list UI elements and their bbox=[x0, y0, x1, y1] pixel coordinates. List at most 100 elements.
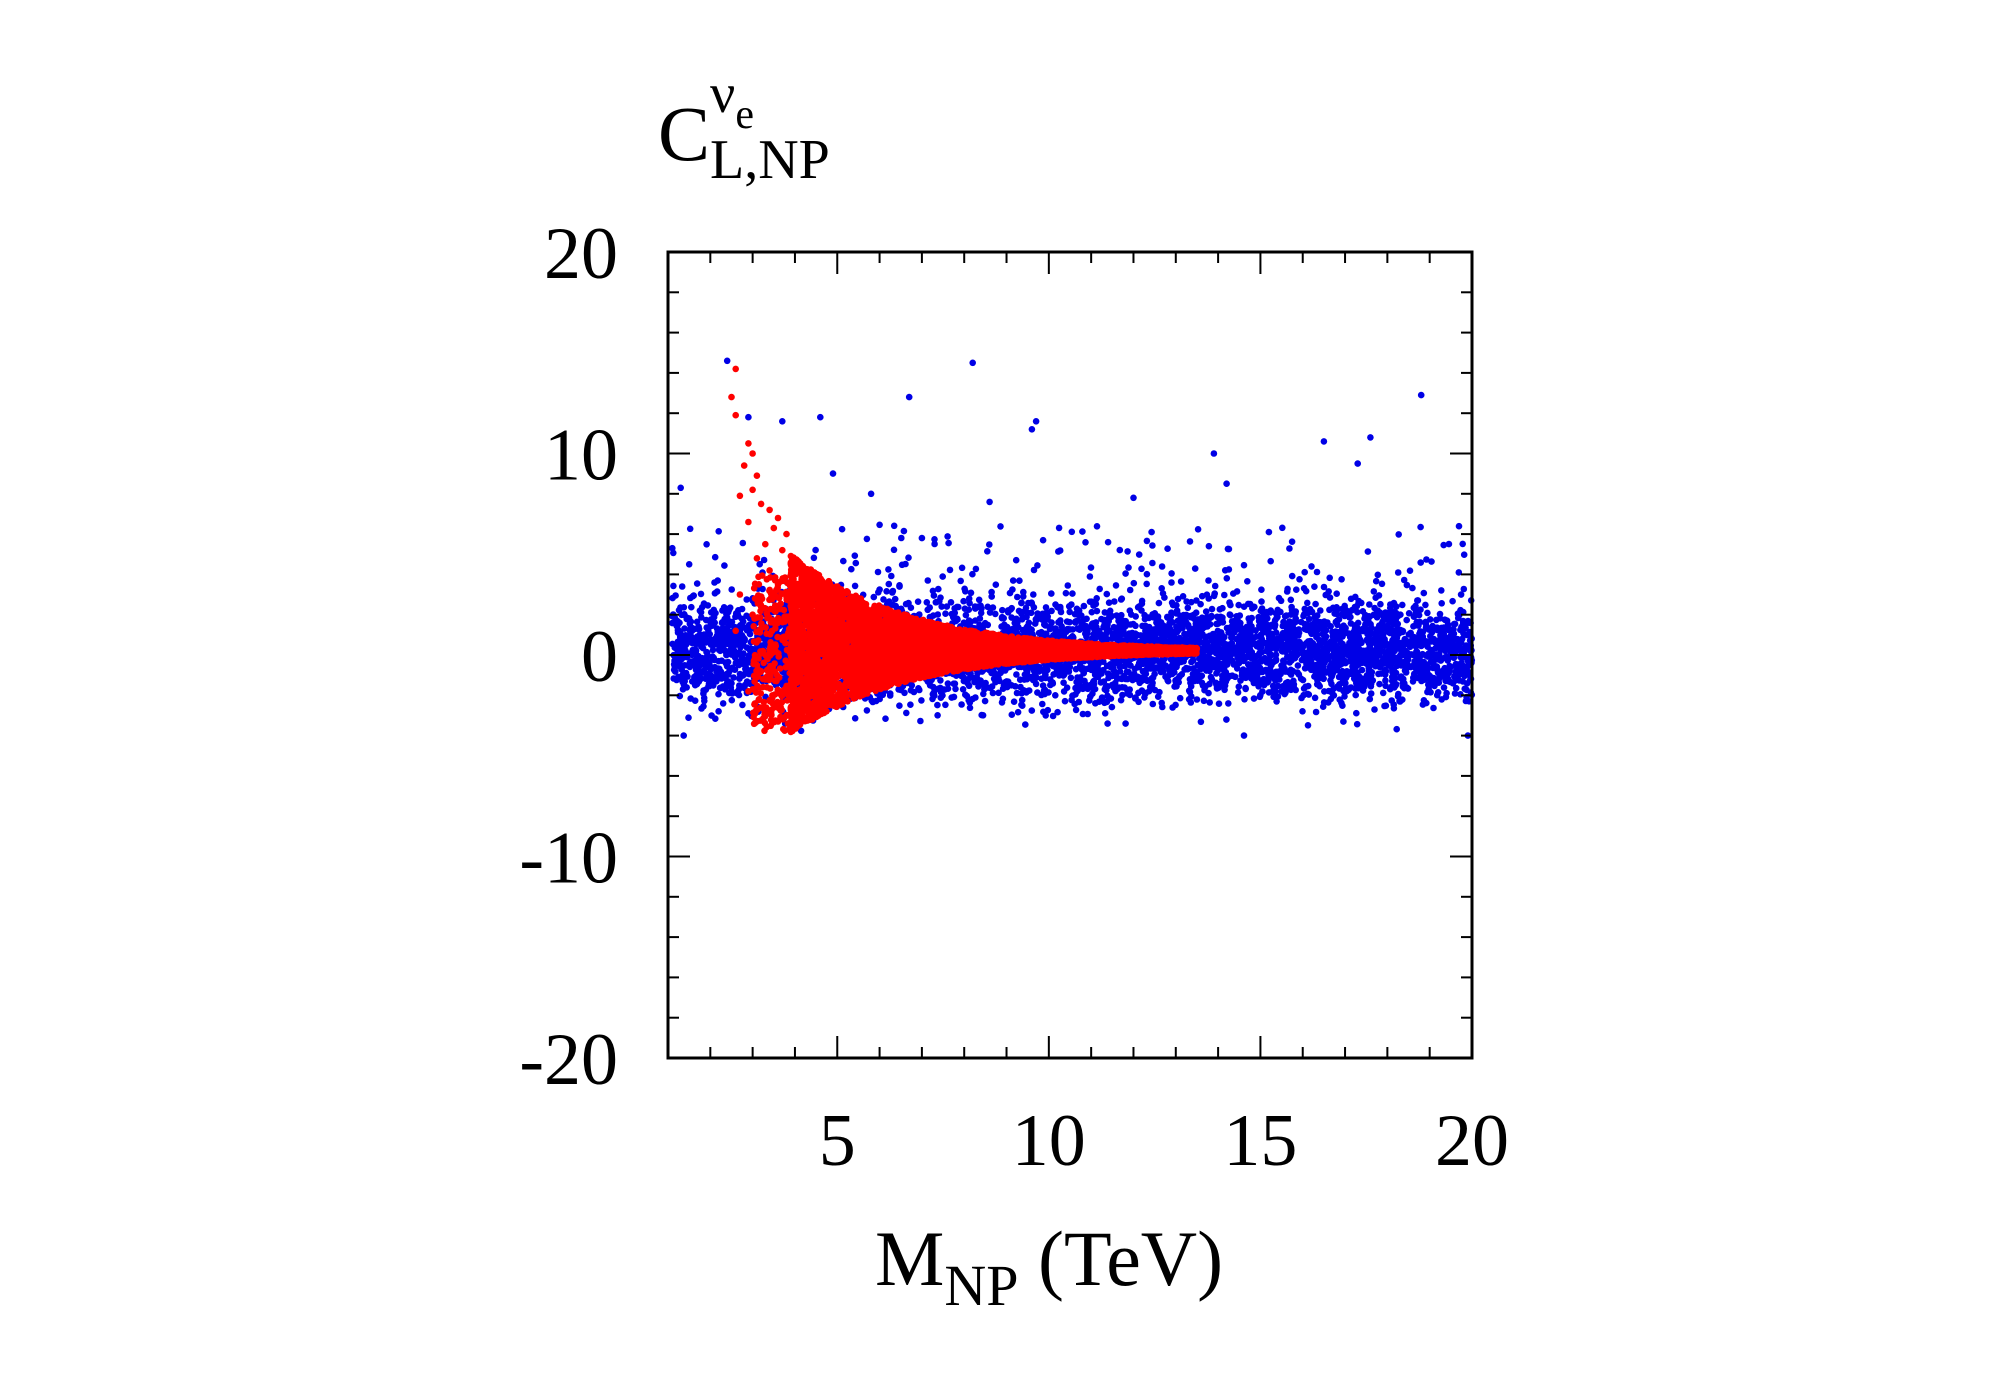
blue-point bbox=[1206, 699, 1213, 706]
blue-point bbox=[838, 525, 846, 533]
blue-point bbox=[688, 603, 695, 611]
blue-point bbox=[984, 548, 991, 555]
blue-point bbox=[1100, 678, 1108, 685]
blue-point bbox=[1169, 601, 1177, 609]
blue-point bbox=[1353, 709, 1360, 717]
blue-point bbox=[742, 664, 750, 671]
blue-point bbox=[1327, 653, 1334, 660]
blue-point bbox=[731, 652, 738, 660]
blue-point bbox=[883, 588, 890, 595]
blue-point bbox=[1284, 678, 1292, 686]
blue-point bbox=[936, 684, 944, 692]
blue-point bbox=[1390, 666, 1397, 673]
blue-point bbox=[684, 673, 691, 680]
blue-point bbox=[1249, 603, 1257, 610]
blue-point bbox=[708, 641, 715, 648]
blue-point bbox=[896, 582, 903, 589]
blue-point bbox=[1024, 687, 1032, 695]
blue-point bbox=[686, 637, 694, 644]
blue-point bbox=[961, 605, 969, 612]
blue-point bbox=[1057, 608, 1065, 616]
blue-point bbox=[1267, 557, 1274, 565]
blue-point bbox=[1004, 609, 1012, 616]
blue-point bbox=[1068, 601, 1075, 608]
blue-point bbox=[812, 546, 819, 554]
blue-point bbox=[1410, 623, 1417, 630]
blue-point bbox=[1337, 639, 1345, 646]
blue-point bbox=[694, 653, 701, 660]
blue-point bbox=[1356, 646, 1364, 654]
blue-point bbox=[1149, 700, 1157, 708]
blue-point bbox=[1056, 547, 1064, 554]
blue-point bbox=[946, 566, 954, 574]
blue-point bbox=[675, 606, 683, 614]
blue-point bbox=[1395, 628, 1402, 635]
blue-point bbox=[1391, 684, 1398, 691]
blue-point bbox=[1267, 651, 1274, 659]
blue-point bbox=[1126, 586, 1134, 594]
blue-point bbox=[875, 589, 882, 596]
blue-point bbox=[1093, 607, 1101, 615]
blue-point bbox=[1159, 590, 1167, 597]
blue-point bbox=[1299, 648, 1307, 655]
blue-point bbox=[1138, 565, 1145, 573]
blue-point bbox=[1311, 694, 1319, 702]
blue-point bbox=[1033, 674, 1040, 681]
blue-point bbox=[718, 632, 725, 640]
blue-point bbox=[1367, 659, 1374, 667]
blue-point bbox=[1022, 627, 1029, 634]
blue-point bbox=[948, 694, 955, 701]
blue-point bbox=[1208, 676, 1216, 683]
blue-point bbox=[1342, 659, 1349, 667]
blue-point bbox=[1381, 702, 1388, 710]
blue-point bbox=[1173, 610, 1180, 617]
blue-point bbox=[1067, 674, 1075, 682]
blue-point bbox=[1039, 700, 1046, 708]
blue-point bbox=[1449, 680, 1457, 687]
blue-point bbox=[1308, 563, 1315, 570]
blue-point bbox=[958, 701, 965, 708]
blue-point bbox=[1143, 580, 1150, 588]
blue-point bbox=[997, 523, 1004, 530]
blue-point bbox=[1135, 663, 1143, 671]
blue-point bbox=[1403, 616, 1410, 624]
blue-point bbox=[1116, 546, 1124, 554]
blue-point bbox=[1174, 656, 1182, 664]
blue-point bbox=[1188, 658, 1195, 666]
blue-point bbox=[1438, 587, 1445, 594]
blue-point bbox=[1035, 668, 1043, 675]
blue-point bbox=[1014, 708, 1022, 716]
blue-point bbox=[1274, 676, 1281, 683]
blue-point bbox=[1096, 585, 1103, 593]
blue-point bbox=[1432, 645, 1439, 652]
blue-point bbox=[1341, 680, 1349, 687]
blue-point bbox=[1194, 526, 1202, 533]
blue-point bbox=[905, 554, 912, 561]
blue-point bbox=[997, 669, 1004, 677]
blue-point bbox=[1017, 683, 1024, 691]
blue-point bbox=[1187, 699, 1195, 706]
blue-point bbox=[1389, 644, 1396, 652]
blue-point bbox=[1032, 680, 1040, 688]
blue-point bbox=[1214, 658, 1221, 665]
blue-point bbox=[1402, 662, 1410, 670]
blue-point bbox=[1321, 659, 1328, 666]
blue-point bbox=[1459, 540, 1466, 548]
blue-point bbox=[1264, 615, 1271, 622]
blue-point bbox=[1211, 590, 1218, 597]
blue-point bbox=[1455, 642, 1462, 650]
blue-point bbox=[1072, 706, 1080, 714]
blue-point bbox=[679, 686, 687, 693]
blue-point bbox=[989, 689, 997, 697]
blue-point bbox=[1068, 696, 1075, 704]
blue-point bbox=[918, 697, 925, 704]
blue-point bbox=[1215, 700, 1223, 707]
blue-point bbox=[1366, 695, 1374, 703]
blue-point bbox=[1417, 559, 1424, 566]
blue-point bbox=[1082, 684, 1090, 692]
blue-point bbox=[692, 666, 700, 674]
blue-point bbox=[1404, 656, 1412, 663]
blue-point bbox=[1441, 616, 1449, 623]
blue-point bbox=[1271, 621, 1279, 629]
blue-point bbox=[700, 690, 707, 697]
